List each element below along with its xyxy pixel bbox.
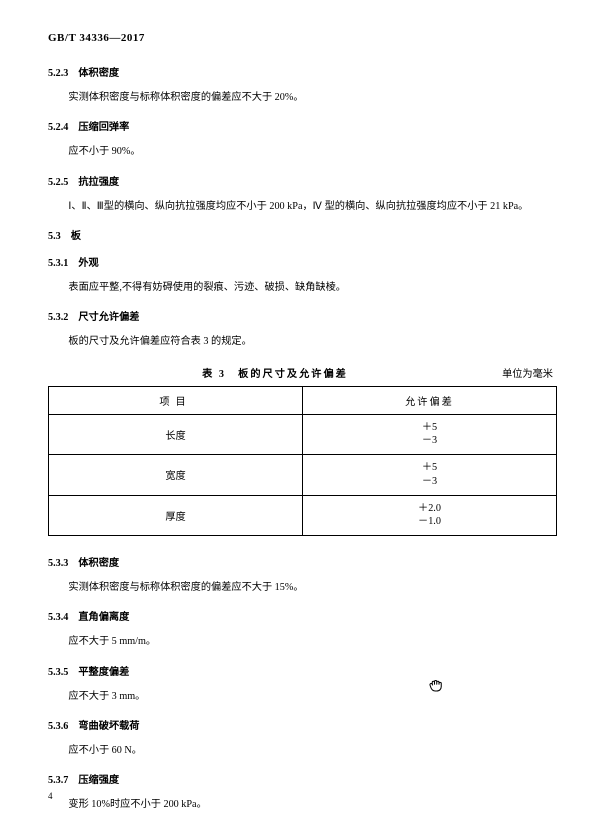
heading-num: 5.3.6 <box>48 721 68 732</box>
table-header-row: 项目 允许偏差 <box>49 386 557 414</box>
tol-upper: ＋2.0 <box>418 503 441 514</box>
heading-title: 直角偏离度 <box>78 612 129 623</box>
para-5-3-6: 应不小于 60 N。 <box>48 743 557 759</box>
para-5-2-4: 应不小于 90%。 <box>48 144 557 160</box>
cell-tolerance: ＋5 －3 <box>303 414 557 455</box>
heading-num: 5.3.1 <box>48 258 68 269</box>
para-5-3-4: 应不大于 5 mm/m。 <box>48 634 557 650</box>
heading-5-3-5: 5.3.5 平整度偏差 <box>48 663 557 678</box>
heading-5-3-6: 5.3.6 弯曲破坏载荷 <box>48 717 557 732</box>
cell-tolerance: ＋5 －3 <box>303 455 557 496</box>
table3-unit: 单位为毫米 <box>502 365 557 380</box>
heading-5-2-4: 5.2.4 压缩回弹率 <box>48 118 557 133</box>
tol-lower: －3 <box>422 435 437 446</box>
heading-num: 5.3.2 <box>48 312 68 323</box>
table3-caption-row: 表 3 板的尺寸及允许偏差 单位为毫米 <box>48 365 557 380</box>
para-5-3-7: 变形 10%时应不小于 200 kPa。 <box>48 797 557 813</box>
heading-num: 5.3.3 <box>48 558 68 569</box>
heading-num: 5.2.4 <box>48 122 68 133</box>
heading-title: 外观 <box>78 258 98 269</box>
heading-num: 5.3.7 <box>48 775 68 786</box>
tol-lower: －1.0 <box>418 516 441 527</box>
table-row: 厚度 ＋2.0 －1.0 <box>49 495 557 536</box>
table3: 项目 允许偏差 长度 ＋5 －3 宽度 ＋5 －3 厚度 ＋2.0 －1.0 <box>48 386 557 537</box>
heading-num: 5.2.5 <box>48 177 68 188</box>
heading-title: 平整度偏差 <box>78 667 129 678</box>
heading-5-3: 5.3 板 <box>48 227 557 242</box>
standard-code: GB/T 34336—2017 <box>48 32 557 44</box>
heading-title: 板 <box>71 231 81 242</box>
heading-num: 5.3 <box>48 231 61 242</box>
cell-item: 厚度 <box>49 495 303 536</box>
heading-num: 5.3.4 <box>48 612 68 623</box>
heading-5-3-7: 5.3.7 压缩强度 <box>48 771 557 786</box>
tol-upper: ＋5 <box>422 422 437 433</box>
heading-5-2-3: 5.2.3 体积密度 <box>48 64 557 79</box>
heading-5-2-5: 5.2.5 抗拉强度 <box>48 173 557 188</box>
heading-title: 压缩回弹率 <box>78 122 129 133</box>
heading-title: 压缩强度 <box>78 775 119 786</box>
para-5-2-3: 实测体积密度与标称体积密度的偏差应不大于 20%。 <box>48 90 557 106</box>
tol-lower: －3 <box>422 476 437 487</box>
heading-5-3-3: 5.3.3 体积密度 <box>48 554 557 569</box>
para-5-3-3: 实测体积密度与标称体积密度的偏差应不大于 15%。 <box>48 580 557 596</box>
table3-caption: 表 3 板的尺寸及允许偏差 <box>48 365 502 380</box>
heading-title: 弯曲破坏载荷 <box>78 721 139 732</box>
heading-5-3-2: 5.3.2 尺寸允许偏差 <box>48 308 557 323</box>
heading-title: 抗拉强度 <box>78 177 119 188</box>
para-5-3-1: 表面应平整,不得有妨碍使用的裂痕、污迹、破损、缺角缺棱。 <box>48 280 557 296</box>
cell-item: 宽度 <box>49 455 303 496</box>
para-5-2-5: Ⅰ、Ⅱ、Ⅲ型的横向、纵向抗拉强度均应不小于 200 kPa，Ⅳ 型的横向、纵向抗… <box>48 199 557 215</box>
table-row: 长度 ＋5 －3 <box>49 414 557 455</box>
cell-tolerance: ＋2.0 －1.0 <box>303 495 557 536</box>
heading-num: 5.2.3 <box>48 68 68 79</box>
heading-title: 尺寸允许偏差 <box>78 312 139 323</box>
heading-num: 5.3.5 <box>48 667 68 678</box>
heading-title: 体积密度 <box>78 68 119 79</box>
cell-item: 长度 <box>49 414 303 455</box>
col-tolerance: 允许偏差 <box>303 386 557 414</box>
heading-title: 体积密度 <box>78 558 119 569</box>
heading-5-3-4: 5.3.4 直角偏离度 <box>48 608 557 623</box>
para-5-3-5: 应不大于 3 mm。 <box>48 689 557 705</box>
table-row: 宽度 ＋5 －3 <box>49 455 557 496</box>
para-5-3-2: 板的尺寸及允许偏差应符合表 3 的规定。 <box>48 334 557 350</box>
tol-upper: ＋5 <box>422 462 437 473</box>
heading-5-3-1: 5.3.1 外观 <box>48 254 557 269</box>
page-number: 4 <box>48 791 53 801</box>
col-item: 项目 <box>49 386 303 414</box>
